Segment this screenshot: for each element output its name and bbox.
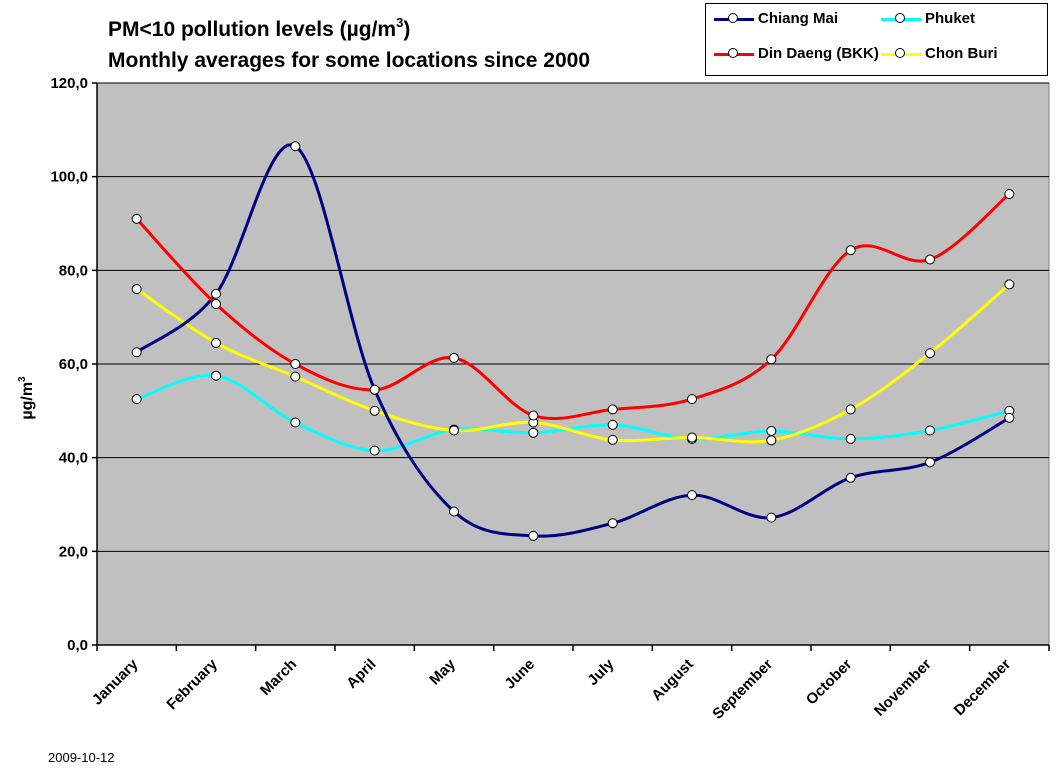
data-point [449,425,459,436]
chart-title: PM<10 pollution levels (µg/m3) Monthly a… [108,14,590,76]
data-point [766,512,777,523]
data-point [211,288,221,299]
chart-legend: Chiang Mai Phuket Din Daeng (BKK) Chon Buri [705,3,1048,76]
data-point [607,518,618,529]
legend-label: Chiang Mai [758,10,839,27]
data-point [1004,188,1015,199]
legend-label: Din Daeng (BKK) [758,45,879,62]
legend-swatch [714,12,754,26]
x-tick-label: April [343,656,379,692]
data-point [766,435,777,446]
legend-item: Phuket [881,10,975,27]
data-point [1004,279,1015,290]
y-tick-label: 20,0 [59,543,88,560]
data-point [925,348,935,359]
data-point [607,419,618,430]
gridlines [97,82,1049,552]
data-point [369,384,380,395]
x-tick-label: March [257,656,300,699]
title-text: PM<10 pollution levels (µg/m [108,18,397,41]
y-tick-label: 100,0 [50,169,88,186]
title-superscript: 3 [396,15,404,30]
data-point [369,405,380,416]
series-line-chon-buri [135,283,1011,444]
x-tick-label: June [501,656,538,693]
data-point [925,254,935,265]
y-tick-labels: 0,0 20,0 40,0 60,0 80,0 100,0 120,0 [50,75,88,654]
series-chon-buri [135,283,1011,444]
y-tick-label: 40,0 [59,450,88,467]
data-point [211,370,221,381]
x-tick-label: July [584,655,618,689]
y-tick-label: 120,0 [50,75,88,92]
x-tick-label: October [803,656,856,709]
x-tick-label: November [871,656,935,720]
data-point [131,394,142,405]
data-point [766,425,777,436]
data-point [449,352,459,363]
legend-item: Chiang Mai [714,10,838,27]
series-layer [131,141,1015,541]
x-tick-label: January [89,655,142,708]
x-tick-label: August [648,656,697,705]
data-point [687,394,697,405]
x-tick-label: December [951,656,1014,719]
data-point [131,284,142,295]
y-tick-label: 80,0 [59,262,88,279]
data-point [211,337,221,348]
data-point [131,213,142,224]
data-point [528,530,539,541]
data-point [845,472,856,483]
y-axis-title: µg/m3 [17,376,36,420]
legend-item: Din Daeng (BKK) [714,45,879,62]
y-tick-label: 60,0 [59,356,88,373]
data-point [131,347,142,358]
data-point [766,354,777,365]
data-point [607,404,618,415]
data-point [925,425,935,436]
legend-label: Phuket [925,10,976,27]
y-tick-label: 0,0 [67,637,88,654]
data-point [290,359,301,369]
series-markers-chon-buri [131,279,1015,446]
footer-date: 2009-10-12 [48,750,115,765]
data-point [528,427,539,438]
x-tick-label: September [709,656,776,723]
data-point [1004,412,1015,423]
data-point [290,417,301,428]
data-point [687,490,697,501]
series-line-din-daeng-bkk [135,192,1011,421]
data-point [845,404,856,415]
chart-title-line2: Monthly averages for some locations sinc… [108,49,591,72]
data-point [290,141,301,152]
legend-swatch [881,47,921,61]
data-point [845,245,856,256]
axes [92,82,1050,651]
x-tick-label: February [163,655,221,713]
data-point [607,434,618,445]
data-point [211,299,221,310]
data-point [290,371,301,382]
legend-label: Chon Buri [925,45,998,62]
legend-swatch [714,47,754,61]
legend-item: Chon Buri [881,45,998,62]
chart-title-line1: PM<10 pollution levels (µg/m3) [108,14,590,45]
data-point [687,432,697,443]
series-din-daeng-bkk [135,192,1011,421]
legend-swatch [881,12,921,26]
data-point [528,410,539,421]
title-suffix: ) [403,18,411,41]
data-point [369,445,380,456]
data-point [449,506,459,517]
x-tick-label: May [426,655,459,688]
data-point [925,457,935,468]
series-markers-din-daeng-bkk [131,188,1015,421]
x-tick-labels: January February March April May June July Augu… [89,655,1014,722]
data-point [845,433,856,444]
